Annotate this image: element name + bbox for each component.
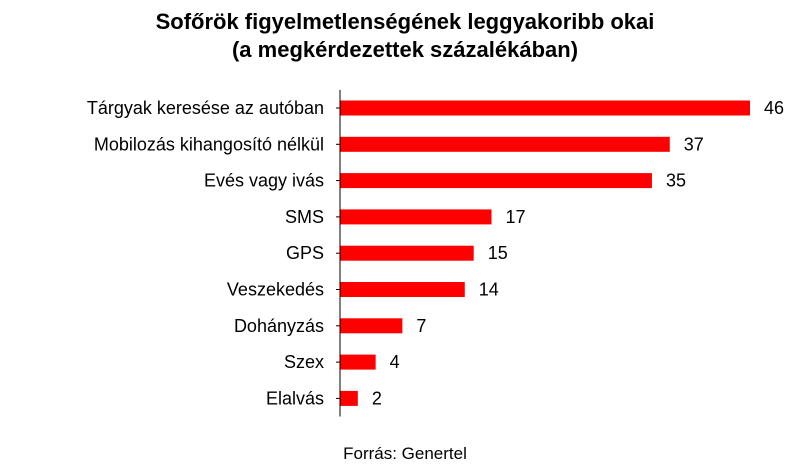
bar	[340, 100, 750, 116]
category-label: Elalvás	[266, 388, 324, 408]
value-label: 2	[372, 388, 382, 408]
value-label: 4	[390, 352, 400, 372]
bar	[340, 173, 652, 189]
source-note: Forrás: Genertel	[343, 444, 467, 463]
bar	[340, 245, 474, 261]
bar	[340, 282, 465, 297]
value-label: 17	[506, 207, 526, 227]
category-label: Dohányzás	[234, 316, 324, 336]
category-label: Szex	[284, 352, 324, 372]
bar	[340, 390, 358, 406]
bar	[340, 318, 403, 334]
category-label: GPS	[286, 243, 324, 263]
value-label: 15	[488, 243, 508, 263]
value-label: 37	[684, 134, 704, 154]
bar	[340, 209, 492, 225]
bar	[340, 354, 376, 370]
value-label: 46	[764, 98, 784, 118]
bar	[340, 136, 670, 152]
value-label: 14	[479, 280, 499, 300]
category-label: Mobilozás kihangosító nélkül	[94, 134, 324, 154]
category-label: Veszekedés	[227, 280, 324, 300]
category-label: Tárgyak keresése az autóban	[87, 98, 324, 118]
chart-title: Sofőrök figyelmetlenségének leggyakoribb…	[155, 9, 655, 34]
value-label: 35	[666, 171, 686, 191]
value-label: 7	[416, 316, 426, 336]
category-label: SMS	[285, 207, 324, 227]
chart-subtitle: (a megkérdezettek százalékában)	[231, 37, 579, 62]
category-label: Evés vagy ivás	[204, 171, 324, 191]
